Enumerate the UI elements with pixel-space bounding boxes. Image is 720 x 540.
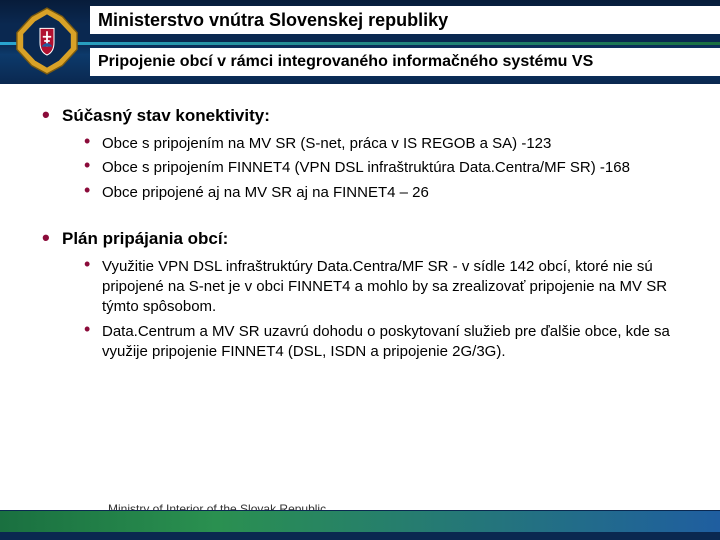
slide-subtitle: Pripojenie obcí v rámci integrovaného in… bbox=[90, 48, 720, 76]
footer-accent bbox=[0, 532, 720, 540]
header-primary: Ministerstvo vnútra Slovenskej republiky bbox=[0, 0, 720, 42]
section-list-0: Obce s pripojením na MV SR (S-net, práca… bbox=[40, 134, 680, 203]
list-item: Obce s pripojením FINNET4 (VPN DSL infra… bbox=[84, 158, 680, 178]
list-item: Obce s pripojením na MV SR (S-net, práca… bbox=[84, 134, 680, 154]
footer bbox=[0, 510, 720, 540]
header-secondary: Pripojenie obcí v rámci integrovaného in… bbox=[0, 42, 720, 84]
state-emblem-icon bbox=[12, 6, 82, 76]
list-item: Využitie VPN DSL infraštruktúry Data.Cen… bbox=[84, 257, 680, 318]
list-item: Data.Centrum a MV SR uzavrú dohodu o pos… bbox=[84, 322, 680, 363]
section-list-1: Využitie VPN DSL infraštruktúry Data.Cen… bbox=[40, 257, 680, 362]
section-title-1: Plán pripájania obcí: bbox=[40, 229, 680, 249]
list-item: Obce pripojené aj na MV SR aj na FINNET4… bbox=[84, 183, 680, 203]
ministry-title: Ministerstvo vnútra Slovenskej republiky bbox=[90, 6, 720, 34]
slide-content: Súčasný stav konektivity: Obce s pripoje… bbox=[0, 84, 720, 398]
section-title-0: Súčasný stav konektivity: bbox=[40, 106, 680, 126]
footer-bar bbox=[0, 510, 720, 532]
